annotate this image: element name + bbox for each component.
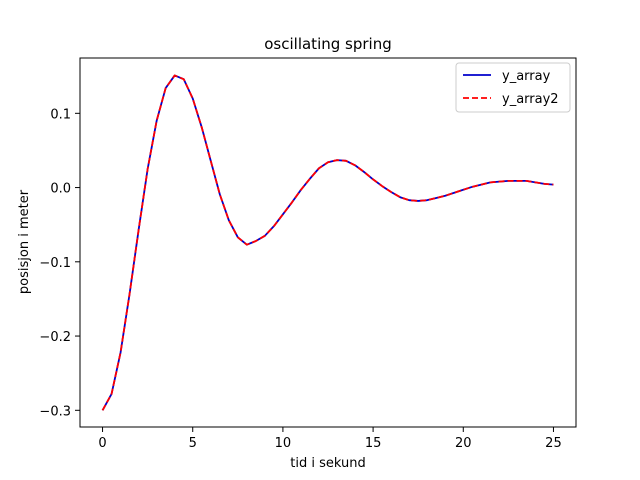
plot-area [80,58,576,427]
x-tick-label: 10 [275,436,292,451]
y-tick-label: −0.1 [39,256,71,271]
plot-frame [79,57,577,428]
x-tick-label: 15 [365,436,382,451]
y-tick-label: −0.3 [39,404,71,419]
y-tick-label: 0.0 [50,182,71,197]
y-tick-label: 0.1 [50,107,71,122]
legend-label-y-array2: y_array2 [502,92,559,107]
y-axis-label: posisjon i meter [17,189,32,294]
legend-label-y-array: y_array [502,69,551,84]
x-axis-label: tid i sekund [290,456,365,471]
series-layer [101,74,554,411]
x-axis: 0 5 10 15 20 25 [98,427,562,451]
chart-title: oscillating spring [264,35,391,53]
series-line-y-array2 [101,74,554,411]
y-axis: −0.3 −0.2 −0.1 0.0 0.1 [39,107,80,419]
x-tick-label: 20 [455,436,472,451]
y-tick-label: −0.2 [39,330,71,345]
x-tick-label: 0 [98,436,106,451]
x-tick-label: 5 [189,436,197,451]
x-tick-label: 25 [545,436,562,451]
legend: y_array y_array2 [455,62,571,113]
